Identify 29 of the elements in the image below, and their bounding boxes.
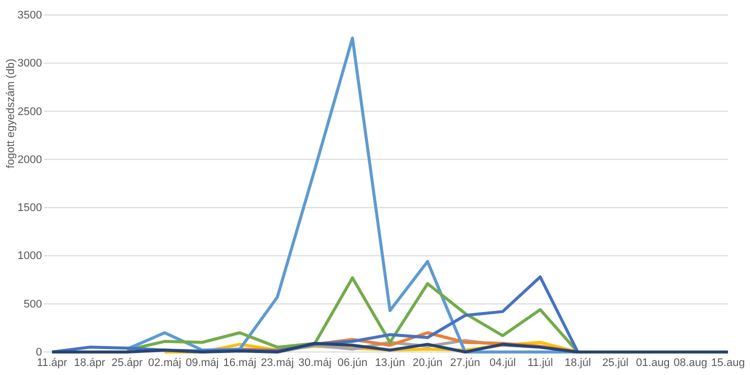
x-tick-label: 01.aug (636, 356, 670, 369)
x-tick-label: 13.jún (375, 356, 405, 369)
y-tick-label: 2000 (18, 154, 42, 166)
x-tick-label: 25.ápr (112, 356, 144, 369)
x-tick-label: 18.ápr (74, 356, 106, 369)
x-tick-label: 04.júl (490, 356, 516, 369)
y-tick-label: 0 (36, 346, 42, 359)
y-tick-label: 3000 (18, 58, 42, 70)
x-tick-label: 11.ápr (36, 356, 68, 369)
x-tick-label: 25.júl (602, 356, 628, 369)
y-tick-label: 2500 (18, 106, 42, 118)
x-tick-label: 30.máj (298, 356, 332, 369)
y-tick-label: 1500 (18, 202, 42, 214)
x-tick-label: 06.jún (337, 356, 368, 369)
x-tick-label: 09.máj (186, 356, 219, 369)
x-tick-label: 18.júl (564, 356, 591, 369)
x-tick-label: 23.máj (260, 356, 294, 369)
y-tick-label: 1000 (18, 250, 42, 262)
y-tick-label: 3500 (18, 10, 42, 22)
x-tick-label: 20.jún (412, 356, 443, 369)
x-tick-label: 02.máj (148, 356, 182, 369)
line-series (50, 342, 730, 354)
x-tick-label: 15.aug (711, 356, 745, 369)
x-tick-label: 08.aug (674, 356, 708, 369)
x-tick-label: 11.júl (527, 356, 553, 369)
x-tick-label: 16.máj (223, 356, 256, 369)
x-tick-label: 27.jún (450, 356, 480, 369)
y-tick-label: 500 (24, 298, 42, 310)
y-axis-title: fogott egyedszám (db) (5, 58, 17, 168)
